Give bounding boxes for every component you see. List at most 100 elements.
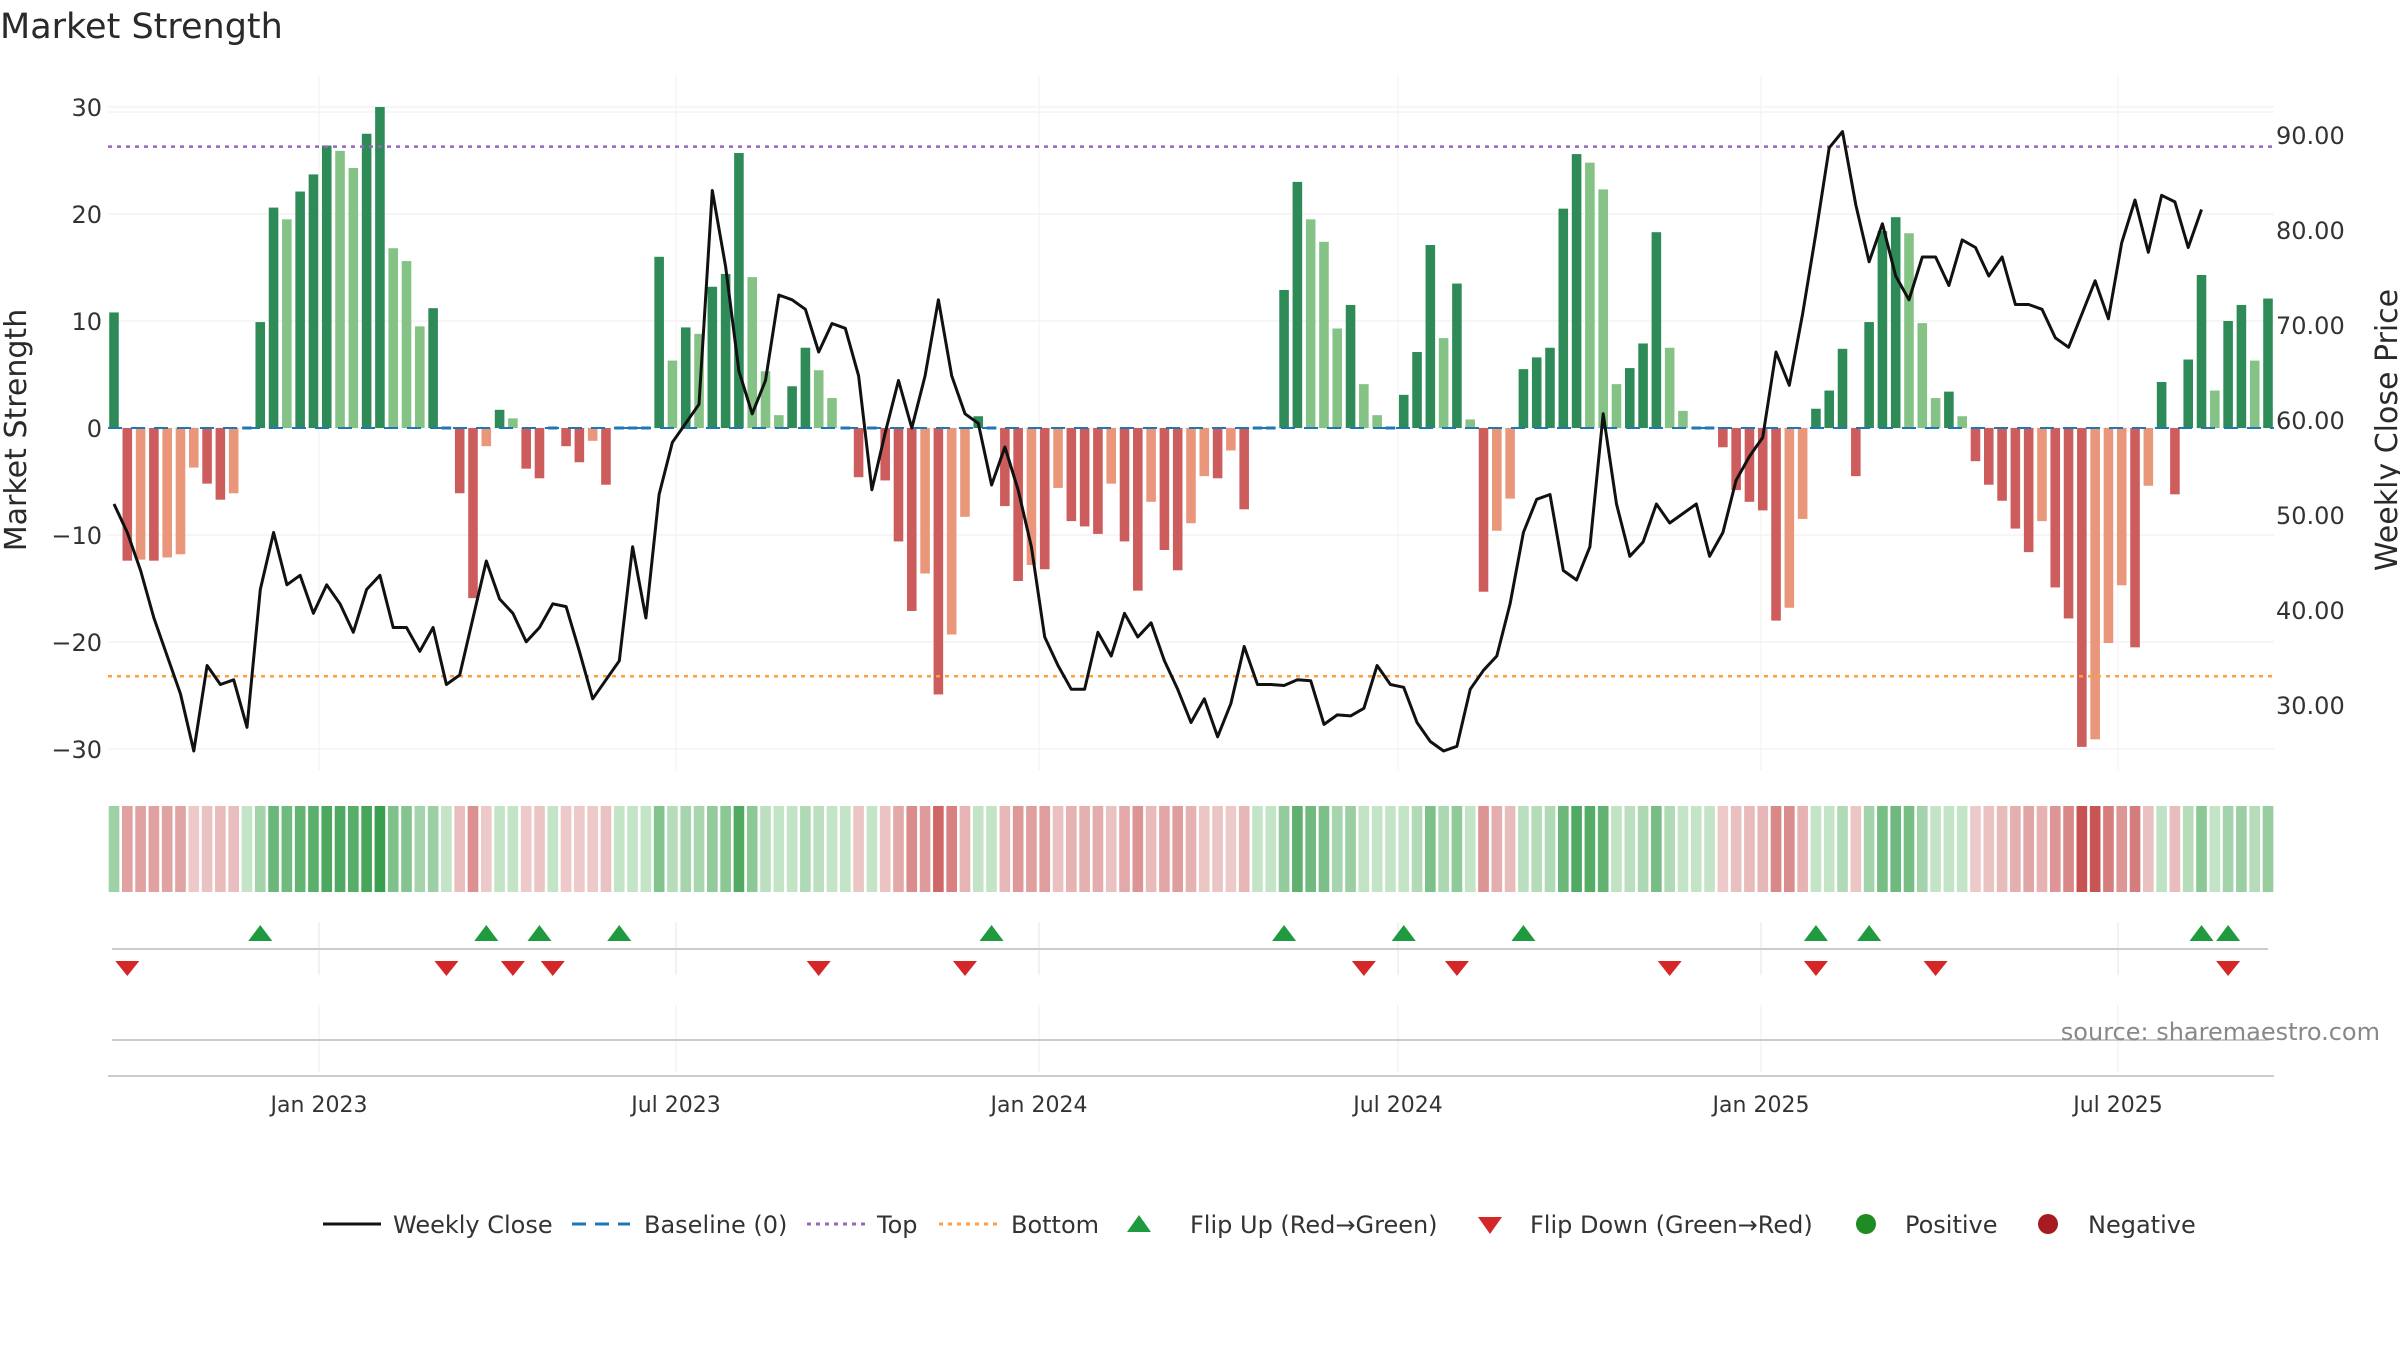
heat-cell <box>2076 806 2088 892</box>
strength-bar <box>1372 415 1382 428</box>
strength-bar <box>2170 428 2180 495</box>
strength-bar <box>680 327 691 428</box>
flip-down-marker <box>2216 961 2241 976</box>
strength-bar <box>2196 274 2207 428</box>
strength-bar <box>175 428 186 555</box>
heat-cell <box>2169 806 2181 892</box>
heat-cell <box>1983 806 1995 892</box>
flip-down-marker <box>434 961 459 976</box>
heat-cell <box>1637 806 1649 892</box>
strength-bar <box>1425 245 1436 428</box>
heat-cell <box>494 806 505 892</box>
strength-bar <box>1585 162 1595 428</box>
flip-up-marker <box>979 925 1004 941</box>
heat-cell <box>2156 806 2167 892</box>
strength-bar <box>1079 428 1090 527</box>
legend-label: Baseline (0) <box>644 1211 787 1239</box>
heat-cell <box>1916 806 1928 892</box>
grid-layer <box>108 76 2274 1077</box>
flip-up-marker <box>1391 925 1416 941</box>
strength-bar <box>2037 428 2047 522</box>
zero-bar <box>1252 426 1263 430</box>
strength-bar <box>335 150 345 428</box>
heat-cell <box>2023 806 2034 892</box>
flip-up-marker <box>248 925 273 941</box>
strength-bar <box>561 428 571 447</box>
heat-cell <box>1956 806 1968 892</box>
heat-cell <box>1850 806 1862 892</box>
strength-bar <box>654 256 664 428</box>
heat-cell <box>667 806 678 892</box>
left-axis: 30 20 10 0 −10 −20 −30 <box>51 94 102 764</box>
zero-bar <box>441 426 452 430</box>
heat-cell <box>640 806 652 892</box>
heat-cell <box>401 806 412 892</box>
legend-label: Top <box>876 1211 918 1239</box>
heat-cell <box>1425 806 1436 892</box>
heat-cell <box>800 806 811 892</box>
strength-bar <box>1505 428 1515 499</box>
strength-bar <box>1093 428 1103 534</box>
heat-cell <box>986 806 997 892</box>
heat-cell <box>1996 806 2008 892</box>
heat-cell <box>547 806 559 892</box>
heat-cell <box>427 806 439 892</box>
source-note: source: sharemaestro.com <box>2061 1018 2380 1046</box>
flip-down-marker <box>115 961 140 976</box>
strength-bar <box>1624 368 1635 428</box>
strength-bar <box>2063 428 2074 619</box>
strength-bar <box>1904 233 1914 428</box>
flip-up-marker <box>2216 925 2241 941</box>
heat-cell <box>1026 806 1037 892</box>
heat-cell <box>1318 806 1330 892</box>
left-tick: 0 <box>87 415 102 443</box>
strength-bar <box>1571 154 1582 428</box>
heat-cell <box>1278 806 1290 892</box>
flip-up-marker <box>474 925 499 941</box>
heat-cell <box>2143 806 2154 892</box>
heat-cell <box>228 806 239 892</box>
strength-bar <box>800 347 811 428</box>
heat-cell <box>2010 806 2021 892</box>
strength-bar <box>946 428 957 635</box>
heat-cell <box>693 806 705 892</box>
left-tick: 20 <box>71 201 102 229</box>
legend-label: Weekly Close <box>393 1211 553 1239</box>
strength-bar <box>1172 428 1183 571</box>
strength-bar <box>1983 428 1994 485</box>
heat-cell <box>1238 806 1250 892</box>
heat-cell <box>454 806 466 892</box>
x-tick: Jul 2024 <box>1351 1093 1443 1118</box>
heat-cell <box>1012 806 1024 892</box>
heat-cell <box>374 806 386 892</box>
strength-bar <box>2077 428 2087 747</box>
strength-bar <box>109 312 119 428</box>
heat-cell <box>1411 806 1423 892</box>
strength-bar <box>361 133 372 428</box>
flip-down-marker <box>806 961 831 976</box>
heat-cell <box>1823 806 1835 892</box>
strength-bar <box>1638 343 1648 428</box>
strength-bar <box>1345 304 1356 428</box>
heat-cell <box>1943 806 1955 892</box>
strength-bar <box>667 360 678 428</box>
zero-bar <box>1385 426 1396 430</box>
strength-bar <box>1013 428 1023 582</box>
strength-bar <box>228 428 239 494</box>
heat-cell <box>1478 806 1489 892</box>
heat-cell <box>627 806 638 892</box>
heat-cell <box>2049 806 2061 892</box>
heat-cell <box>1252 806 1263 892</box>
weekly-close-line <box>112 130 2203 753</box>
strength-bar <box>1811 408 1821 428</box>
x-tick: Jul 2023 <box>629 1093 721 1118</box>
chart-title: Market Strength <box>0 7 283 47</box>
strength-bar <box>1066 428 1077 522</box>
heat-cell <box>1930 806 1941 892</box>
heat-cell <box>467 806 479 892</box>
strength-bar <box>1877 231 1888 428</box>
heat-cell <box>108 806 120 892</box>
negative-dot-icon <box>2038 1214 2058 1234</box>
strength-bar <box>521 428 531 469</box>
